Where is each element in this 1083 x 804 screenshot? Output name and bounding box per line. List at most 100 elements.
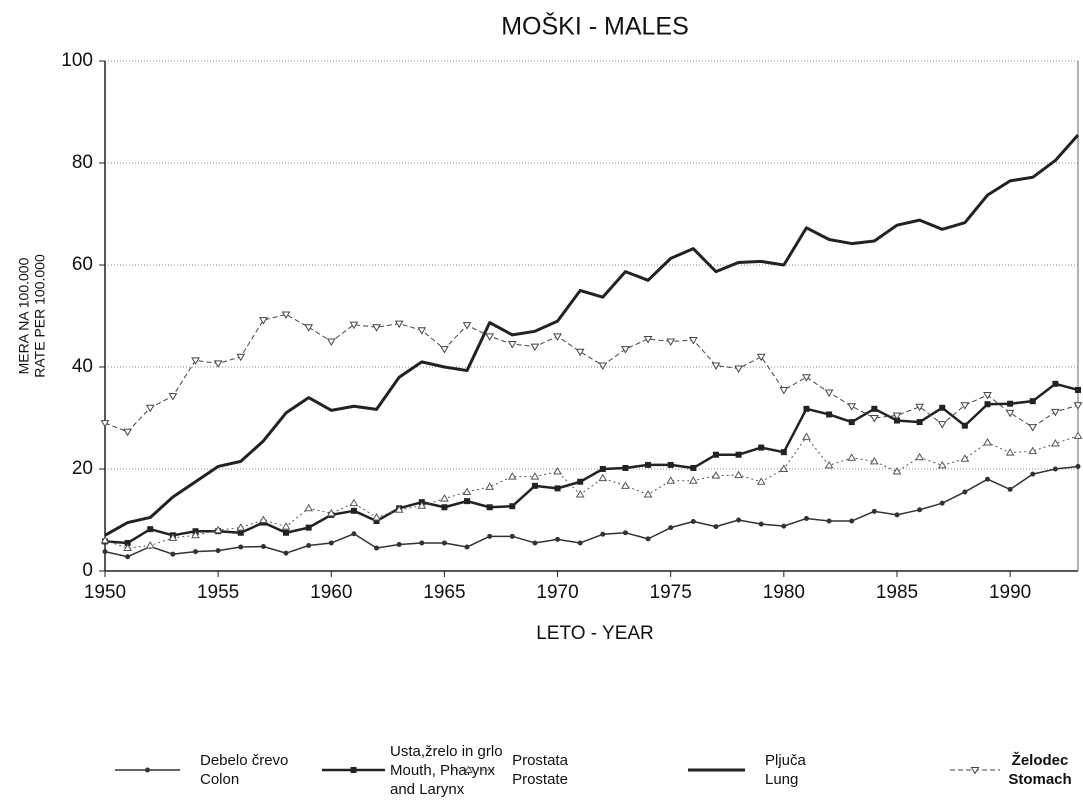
data-point — [145, 404, 155, 413]
legend-label: Lung — [765, 771, 798, 788]
data-point — [1050, 408, 1060, 417]
data-point — [962, 489, 968, 495]
legend-label: Debelo črevo — [200, 752, 288, 769]
legend-marker — [145, 767, 150, 773]
data-point — [372, 324, 381, 332]
data-point — [509, 503, 516, 510]
data-point — [960, 454, 970, 462]
data-point — [781, 523, 787, 529]
x-axis-label: LETO - YEAR — [536, 623, 654, 644]
data-point — [1029, 398, 1036, 405]
x-tick-label: 1965 — [423, 582, 465, 603]
series-line — [104, 382, 1079, 545]
data-point — [892, 412, 902, 420]
x-tick-label: 1980 — [763, 582, 805, 603]
data-point — [125, 554, 131, 560]
data-point — [756, 353, 766, 362]
x-tick-label: 1955 — [197, 582, 239, 603]
series-line — [104, 313, 1079, 433]
data-point — [1052, 466, 1058, 472]
data-point — [213, 525, 223, 534]
data-point — [1005, 409, 1015, 418]
data-point — [1007, 486, 1013, 492]
data-point — [304, 324, 314, 332]
data-point — [509, 533, 515, 539]
data-point — [667, 461, 674, 468]
data-point — [145, 541, 155, 549]
data-point — [622, 530, 628, 536]
series-line — [104, 465, 1079, 558]
data-point — [984, 476, 990, 482]
data-point — [937, 460, 947, 469]
data-point — [100, 420, 110, 428]
data-point — [598, 473, 608, 482]
x-tick-label: 1970 — [536, 582, 578, 603]
legend-marker — [970, 767, 980, 775]
data-point — [824, 460, 834, 469]
data-point — [530, 343, 540, 352]
data-point — [464, 544, 470, 550]
data-point — [530, 472, 540, 480]
data-point — [260, 544, 266, 550]
legend-marker — [350, 767, 357, 773]
data-point — [1007, 400, 1014, 407]
data-point — [100, 535, 110, 544]
data-point — [779, 464, 789, 472]
series-line — [104, 133, 1080, 537]
data-point — [735, 451, 742, 458]
data-point — [1075, 463, 1081, 469]
data-point — [326, 508, 336, 517]
data-point — [599, 466, 606, 472]
legend-label: Colon — [200, 771, 239, 788]
data-point — [849, 518, 855, 524]
legend-label: Prostate — [512, 771, 568, 788]
data-point — [575, 348, 585, 357]
data-point — [1050, 439, 1060, 447]
data-point — [441, 540, 447, 546]
data-point — [441, 504, 448, 511]
data-point — [939, 500, 945, 506]
data-point — [756, 477, 766, 485]
legend-label: Želodec — [1012, 751, 1069, 769]
data-point — [983, 392, 992, 400]
data-point — [961, 422, 968, 429]
data-point — [803, 405, 810, 412]
data-point — [847, 453, 857, 461]
data-point — [396, 541, 402, 547]
data-point — [283, 550, 289, 556]
data-point — [191, 530, 200, 539]
data-point — [417, 327, 427, 335]
data-point — [306, 543, 312, 548]
data-point — [394, 505, 404, 513]
data-point — [848, 419, 855, 426]
data-point — [1005, 448, 1015, 456]
data-point — [485, 482, 495, 490]
x-tick-label: 1950 — [84, 582, 126, 603]
x-tick-label: 1960 — [310, 582, 352, 603]
data-point — [802, 432, 811, 440]
data-point — [486, 504, 493, 511]
data-point — [690, 464, 697, 471]
data-point — [1073, 402, 1083, 410]
data-point — [780, 449, 787, 456]
data-point — [915, 452, 924, 461]
chart-title: MOŠKI - MALES — [501, 12, 689, 41]
x-tick-label: 1985 — [876, 582, 918, 603]
data-point — [803, 515, 809, 521]
data-point — [507, 472, 517, 480]
data-point — [462, 487, 472, 495]
data-point — [553, 467, 562, 475]
data-point — [326, 338, 336, 346]
data-point — [394, 320, 404, 329]
y-tick-label: 40 — [72, 356, 93, 377]
data-point — [779, 386, 789, 395]
data-point — [826, 518, 832, 524]
data-point — [734, 365, 743, 374]
legend-label: Usta,žrelo in grlo — [390, 743, 503, 760]
data-point — [621, 481, 630, 489]
data-point — [688, 336, 698, 345]
data-point — [894, 512, 900, 518]
data-point — [328, 540, 334, 546]
data-point — [281, 522, 291, 530]
data-point — [283, 529, 290, 536]
